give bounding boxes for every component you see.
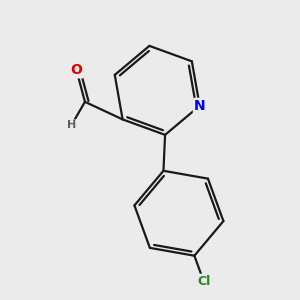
Text: O: O: [70, 63, 83, 77]
Text: N: N: [194, 99, 206, 113]
Text: Cl: Cl: [197, 275, 210, 288]
Text: H: H: [67, 120, 76, 130]
